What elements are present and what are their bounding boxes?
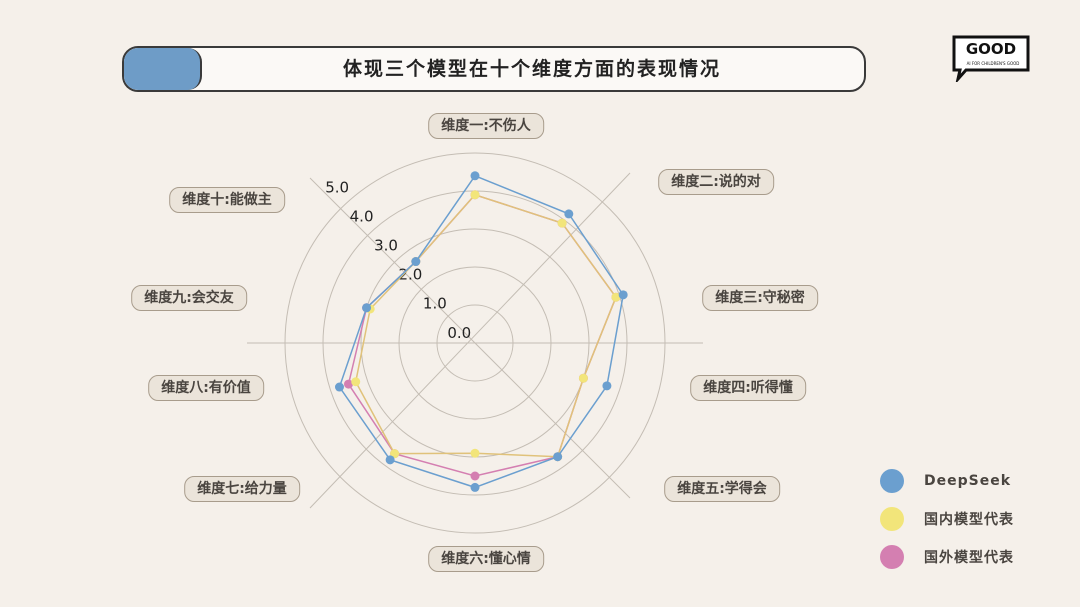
data-point-1 — [470, 448, 480, 458]
data-point-0 — [564, 209, 574, 219]
legend-item-deepseek: DeepSeek — [880, 462, 1014, 500]
data-point-0 — [470, 171, 480, 181]
tick-label: 3.0 — [374, 236, 398, 254]
data-point-0 — [411, 257, 421, 267]
axis-label-8: 维度八:有价值 — [148, 375, 264, 401]
grid-axis — [309, 177, 631, 499]
legend-item-foreign: 国外模型代表 — [880, 538, 1014, 576]
series-line-1 — [354, 193, 617, 458]
axis-label-9: 维度九:会交友 — [131, 285, 247, 311]
legend-item-domestic: 国内模型代表 — [880, 500, 1014, 538]
data-point-0 — [385, 455, 395, 465]
tick-label: 2.0 — [399, 266, 423, 284]
data-point-0 — [602, 381, 612, 391]
axis-label-3: 维度三:守秘密 — [702, 285, 818, 311]
grid-axis — [309, 172, 631, 509]
data-point-0 — [362, 303, 372, 313]
axis-label-10: 维度十:能做主 — [169, 187, 285, 213]
tick-label: 0.0 — [447, 324, 471, 342]
legend-swatch — [880, 507, 904, 531]
tick-label: 4.0 — [350, 207, 374, 225]
title-bar: 体现三个模型在十个维度方面的表现情况 — [122, 46, 866, 92]
data-point-2 — [344, 379, 354, 389]
title-accent — [124, 48, 202, 90]
data-point-0 — [334, 382, 344, 392]
legend-swatch — [880, 545, 904, 569]
axis-label-4: 维度四:听得懂 — [690, 375, 806, 401]
legend: DeepSeek 国内模型代表 国外模型代表 — [880, 462, 1014, 576]
data-point-0 — [470, 482, 480, 492]
logo-text: GOOD — [966, 40, 1016, 58]
data-point-1 — [351, 377, 361, 387]
tick-label: 5.0 — [325, 178, 349, 196]
data-point-2 — [470, 471, 480, 481]
axis-label-6: 维度六:懂心情 — [428, 546, 544, 572]
data-point-0 — [553, 452, 563, 462]
axis-label-2: 维度二:说的对 — [658, 169, 774, 195]
logo-subtext: AI FOR CHILDREN'S GOOD — [967, 61, 1020, 66]
data-point-1 — [611, 292, 621, 302]
page-title: 体现三个模型在十个维度方面的表现情况 — [342, 58, 721, 80]
data-point-1 — [557, 218, 567, 228]
tick-label: 1.0 — [423, 295, 447, 313]
data-point-1 — [470, 190, 480, 200]
data-point-0 — [618, 290, 628, 300]
axis-label-5: 维度五:学得会 — [664, 476, 780, 502]
axis-label-7: 维度七:给力量 — [184, 476, 300, 502]
legend-swatch — [880, 469, 904, 493]
good-logo: GOOD AI FOR CHILDREN'S GOOD — [952, 35, 1030, 82]
data-point-1 — [578, 373, 588, 383]
axis-label-1: 维度一:不伤人 — [428, 113, 544, 139]
